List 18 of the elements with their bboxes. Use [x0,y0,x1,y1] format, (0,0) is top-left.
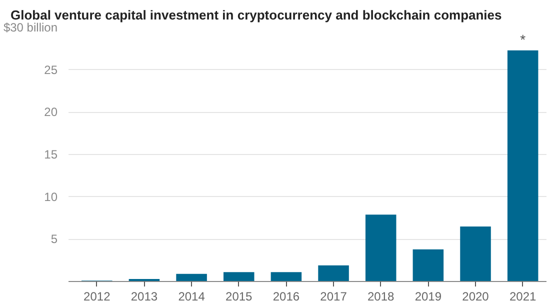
x-tick-label: 2018 [368,290,395,303]
x-tick-label: 2014 [178,290,206,303]
x-tick-label: 2015 [226,290,253,303]
x-tick-label: 2012 [84,290,111,303]
annotation: * [520,31,526,48]
x-tick-label: 2019 [414,290,442,303]
y-tick-label: $30 billion [3,20,58,34]
y-tick-label: 10 [44,190,58,204]
x-tick-label: 2020 [462,290,490,303]
x-tick-label: 2016 [272,290,300,303]
x-tick-label: 2013 [130,290,158,303]
y-tick-label: 25 [44,62,58,77]
x-tick-label: 2021 [509,290,537,303]
y-tick-label: 15 [44,148,58,162]
chart-title: Global venture capital investment in cryptocurrency and blockchain companies [10,8,502,22]
y-tick-label: 20 [44,105,58,120]
x-tick-label: 2017 [320,290,348,303]
y-tick-label: 5 [50,232,58,246]
